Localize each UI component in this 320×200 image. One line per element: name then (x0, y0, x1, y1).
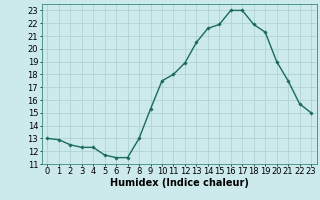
X-axis label: Humidex (Indice chaleur): Humidex (Indice chaleur) (110, 178, 249, 188)
